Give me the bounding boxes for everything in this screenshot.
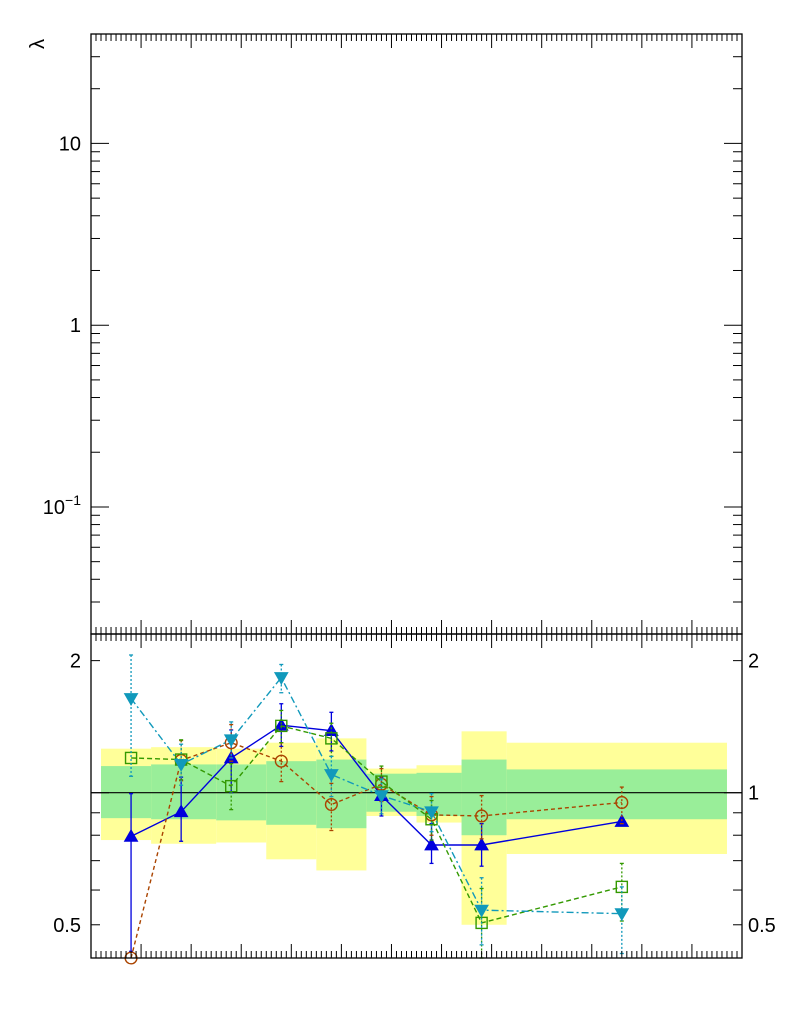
- point-0-6: [424, 837, 439, 851]
- point-1-3: [274, 754, 288, 768]
- point-3-6: [424, 806, 439, 820]
- upper-ylabel: λ: [27, 39, 49, 49]
- point-2-3: [275, 719, 288, 733]
- axis-ticks: [90, 33, 743, 958]
- lower-uncertainty-bands: [101, 731, 727, 925]
- point-0-7: [474, 837, 489, 851]
- lower-ytick-right-label-1: 1: [748, 783, 759, 805]
- upper-ytick-label-0: 10: [59, 133, 81, 155]
- upper-ytick-label-2: 10−1: [43, 492, 81, 519]
- point-3-0: [123, 693, 139, 706]
- lower-ytick-left-label-1: 0.5: [53, 915, 81, 937]
- point-3-4: [324, 769, 339, 783]
- point-1-7: [475, 809, 489, 823]
- band-green-8: [506, 769, 727, 820]
- point-3-1: [173, 759, 189, 772]
- series-line-2: [131, 725, 622, 924]
- point-3-7: [474, 904, 489, 918]
- point-1-8: [615, 795, 629, 810]
- point-1-4: [324, 797, 338, 812]
- lower-ytick-right-label-0: 2: [748, 651, 759, 673]
- lower-ytick-left-label-0: 2: [70, 651, 81, 673]
- upper-ytick-label-1: 1: [70, 315, 81, 337]
- upper-frame: [90, 33, 743, 635]
- point-2-2: [224, 779, 238, 793]
- point-3-3: [273, 672, 289, 686]
- axis-labels: 10 1 10−1 2 0.5 2 1 0.5 λ: [27, 39, 776, 937]
- point-2-4: [325, 732, 338, 745]
- band-green-4: [316, 759, 367, 829]
- point-3-2: [223, 734, 239, 748]
- lower-ytick-right-label-2: 0.5: [748, 915, 776, 937]
- lower-data-series: [123, 654, 630, 965]
- point-3-8: [614, 908, 630, 922]
- point-3-5: [374, 790, 389, 804]
- point-0-1: [173, 804, 189, 818]
- point-0-0: [123, 828, 139, 842]
- series-cyan-dashdot-triangle-down: [123, 654, 630, 955]
- series-line-3: [130, 676, 622, 915]
- band-green-7: [461, 759, 507, 836]
